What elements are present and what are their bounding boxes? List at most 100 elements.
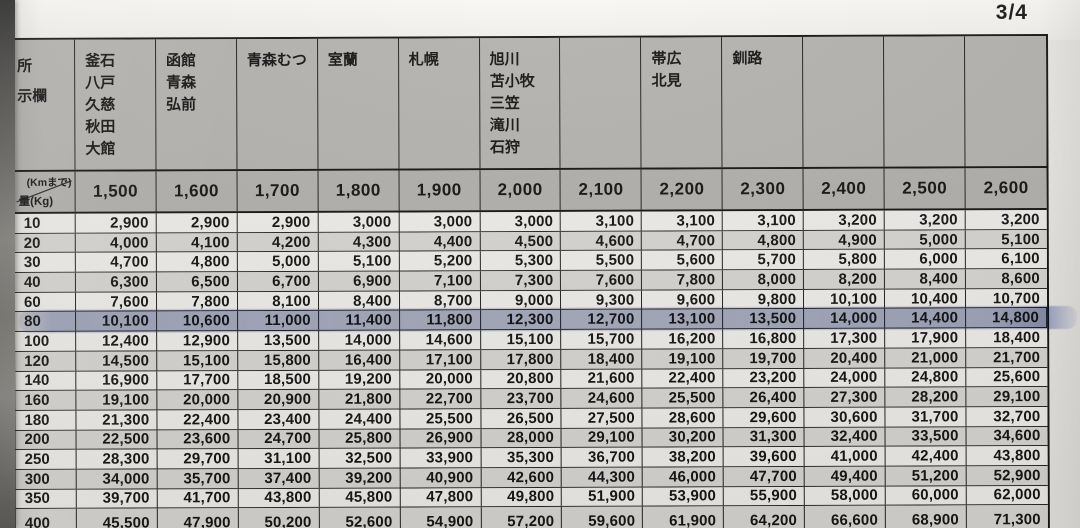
destination-cell: 室蘭 (317, 38, 400, 169)
rate-cell: 20,000 (157, 390, 239, 410)
rate-cell: 36,700 (562, 447, 644, 467)
distance-cell: 1,900 (399, 170, 481, 211)
rate-cell: 9,800 (723, 289, 805, 309)
weight-unit-label: 量(Kg) (18, 195, 54, 208)
rate-cell: 28,200 (885, 387, 967, 407)
rate-cell: 51,200 (885, 466, 967, 486)
rate-cell: 52,900 (993, 466, 1041, 485)
rate-table: 所 示欄 釜石 八戸 久慈 秋田 大館 函館 青森 弘前 青森むつ 室蘭 札幌 旭川 苫小牧… (12, 34, 1078, 528)
rate-cell: 27,300 (804, 387, 886, 407)
rate-cell: 20,400 (804, 348, 886, 368)
rate-cell: 29,100 (993, 388, 1041, 406)
weight-cell: 250 (15, 450, 77, 469)
rate-cell: 7,800 (156, 291, 238, 311)
rate-cell: 10,400 (885, 289, 967, 309)
rate-cell: 18,400 (993, 329, 1041, 347)
rate-cell: 15,100 (480, 330, 562, 350)
rate-cell: 6,300 (75, 272, 157, 292)
rate-cell: 10,700 (992, 289, 1041, 307)
rate-cell: 25,600 (993, 368, 1041, 386)
weight-cell: 200 (15, 430, 77, 450)
rate-cell: 4,800 (723, 230, 805, 250)
rate-cell: 20,800 (480, 369, 562, 389)
rate-cell: 39,600 (723, 447, 805, 467)
rate-cell: 5,700 (723, 250, 805, 270)
destination-cell: 青森むつ (236, 38, 319, 170)
rate-cell: 43,800 (238, 488, 320, 508)
rate-cell: 24,800 (885, 367, 967, 387)
rate-cell: 44,300 (562, 467, 644, 487)
rate-cell: 5,600 (642, 250, 724, 270)
rate-cell: 47,700 (723, 466, 805, 486)
rate-cell: 3,200 (884, 210, 966, 230)
weight-cell: 300 (15, 469, 77, 489)
distance-cell: 2,400 (803, 168, 885, 209)
weight-cell: 10 (14, 213, 76, 233)
rate-cell: 6,100 (1001, 250, 1040, 268)
rate-cell: 21,000 (885, 348, 967, 368)
rate-cell: 39,700 (76, 489, 158, 509)
rate-cell: 30,200 (642, 427, 724, 447)
distance-cell: 2,300 (722, 168, 804, 210)
rate-cell: 5,200 (399, 251, 481, 271)
rate-cell: 9,600 (642, 290, 724, 310)
rate-cell: 21,300 (76, 410, 158, 430)
rate-cell: 3,200 (1001, 210, 1040, 229)
rate-cell: 18,500 (238, 370, 320, 390)
rate-cell: 23,600 (157, 429, 239, 449)
rate-cell: 12,700 (561, 310, 643, 330)
rate-cell: 50,200 (238, 508, 320, 528)
rate-cell: 10,100 (804, 289, 886, 309)
rate-cell: 8,400 (885, 269, 967, 289)
rate-cell: 55,900 (724, 486, 806, 506)
rate-cell: 28,000 (481, 428, 563, 448)
rate-cell: 16,200 (642, 329, 724, 349)
destination-header-row: 所 示欄 釜石 八戸 久慈 秋田 大館 函館 青森 弘前 青森むつ 室蘭 札幌 旭川 苫小牧… (14, 36, 1047, 172)
rate-cell: 33,500 (885, 426, 967, 446)
distance-cell: 2,500 (884, 168, 966, 209)
rate-cell: 13,100 (642, 309, 724, 329)
distance-header-row: (Kmまで) 量(Kg) 1,500 1,600 1,700 1,800 1,900 2,00… (14, 168, 1047, 214)
rate-cell: 42,400 (885, 446, 967, 466)
rate-cell: 52,600 (319, 507, 401, 528)
rate-cell: 37,400 (238, 468, 320, 488)
rate-cell: 21,800 (319, 389, 401, 409)
rate-cell: 31,100 (238, 449, 320, 469)
rate-cell: 14,000 (804, 309, 886, 329)
paper-top-margin (0, 0, 1080, 40)
distance-cell: 2,100 (560, 169, 643, 210)
rate-cell: 24,400 (319, 409, 401, 429)
rate-cell: 27,500 (561, 408, 643, 428)
rate-cell: 9,300 (561, 290, 643, 310)
rate-cell: 21,600 (561, 369, 643, 389)
rate-cell: 45,800 (319, 488, 401, 508)
rate-cell: 7,600 (561, 270, 643, 290)
rate-cell: 17,700 (157, 370, 239, 390)
rate-cell: 5,500 (561, 250, 643, 270)
rate-cell: 14,500 (76, 351, 158, 371)
rate-cell: 28,300 (76, 449, 158, 469)
rate-cell: 2,900 (237, 212, 319, 232)
rate-cell: 17,300 (804, 328, 886, 348)
weight-cell: 350 (15, 489, 77, 509)
rate-cell: 66,600 (805, 505, 887, 528)
rate-cell: 3,000 (399, 212, 481, 232)
rate-cell: 24,700 (238, 429, 320, 449)
rate-cell: 15,100 (157, 350, 239, 370)
destination-cell (965, 36, 1046, 166)
rate-cell: 23,700 (480, 389, 562, 409)
rate-cell: 38,200 (642, 447, 724, 467)
distance-cell: 1,800 (318, 170, 400, 211)
rate-cell: 22,400 (157, 410, 239, 430)
rate-cell: 7,300 (480, 270, 562, 290)
rate-cell: 64,200 (724, 506, 806, 528)
rate-cell: 25,500 (642, 388, 724, 408)
weight-cell: 160 (15, 390, 77, 410)
rate-cell: 26,900 (400, 428, 482, 448)
rate-cell: 4,600 (561, 231, 643, 251)
distance-unit-label: (Kmまで) (26, 176, 72, 189)
rate-cell: 14,600 (399, 330, 481, 350)
destination-cell: 函館 青森 弘前 (155, 39, 238, 170)
rate-cell: 59,600 (562, 506, 644, 528)
rate-cell: 22,700 (400, 389, 482, 409)
